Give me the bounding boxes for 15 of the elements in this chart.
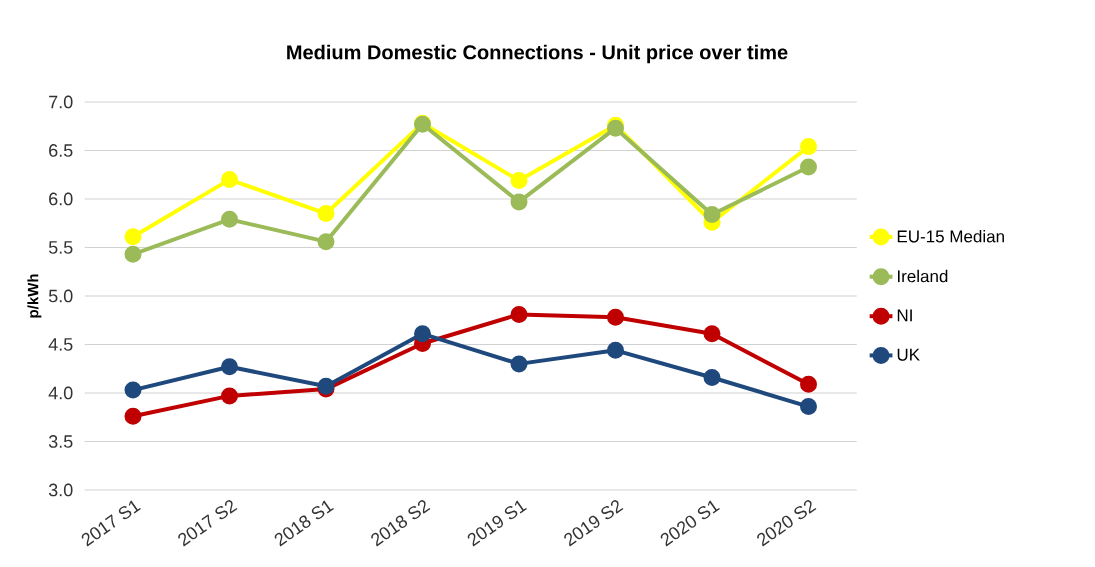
legend-label: Ireland bbox=[897, 269, 948, 283]
y-tick-label: 3.5 bbox=[48, 435, 73, 448]
legend-label: EU-15 Median bbox=[897, 229, 1004, 243]
y-tick-label: 7.0 bbox=[49, 95, 73, 109]
chart-title: Medium Domestic Connections - Unit price over time bbox=[287, 44, 788, 64]
y-tick-label: 6.0 bbox=[49, 192, 73, 206]
y-tick-label: 5.5 bbox=[48, 241, 73, 254]
legend-label: UK bbox=[897, 348, 920, 361]
y-tick-label: 5.0 bbox=[48, 289, 73, 303]
y-tick-label: 4.5 bbox=[48, 338, 73, 351]
y-tick-label: 4.0 bbox=[48, 386, 73, 400]
y-axis-title: p/kWh bbox=[27, 274, 42, 318]
y-tick-label: 3.0 bbox=[48, 483, 73, 497]
y-tick-label: 6.5 bbox=[49, 144, 73, 157]
legend-label: NI bbox=[897, 309, 912, 322]
